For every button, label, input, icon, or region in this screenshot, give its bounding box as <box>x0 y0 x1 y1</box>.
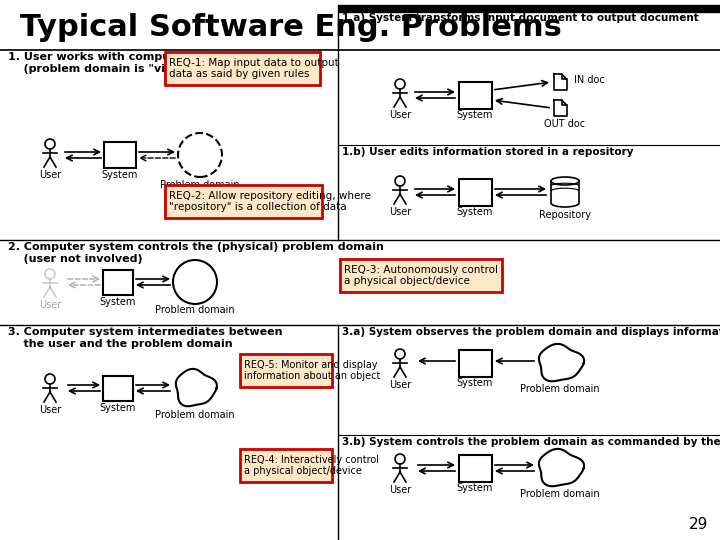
Text: IN doc: IN doc <box>574 75 605 85</box>
FancyBboxPatch shape <box>165 52 320 85</box>
Text: OUT doc: OUT doc <box>544 119 585 129</box>
Text: 3.b) System controls the problem domain as commanded by the user: 3.b) System controls the problem domain … <box>342 437 720 447</box>
Text: REQ-2: Allow repository editing, where
"repository" is a collection of data: REQ-2: Allow repository editing, where "… <box>169 191 371 212</box>
Text: User: User <box>389 380 411 390</box>
Text: Problem domain: Problem domain <box>156 305 235 315</box>
Text: REQ-4: Interactively control
a physical object/device: REQ-4: Interactively control a physical … <box>244 455 379 476</box>
Text: REQ-1: Map input data to output
data as said by given rules: REQ-1: Map input data to output data as … <box>169 58 338 79</box>
Bar <box>103 375 133 401</box>
Bar <box>104 142 136 168</box>
Text: User: User <box>39 170 61 180</box>
Text: System: System <box>456 207 493 217</box>
Bar <box>459 179 492 206</box>
Bar <box>103 269 133 294</box>
Text: Problem domain: Problem domain <box>160 180 240 190</box>
Text: REQ-5: Monitor and display
information about an object: REQ-5: Monitor and display information a… <box>244 360 380 381</box>
Text: System: System <box>456 378 493 388</box>
Text: User: User <box>389 207 411 217</box>
Text: User: User <box>389 485 411 495</box>
Text: User: User <box>39 405 61 415</box>
Text: System: System <box>100 403 136 413</box>
Text: Problem domain: Problem domain <box>156 410 235 420</box>
FancyBboxPatch shape <box>340 259 502 292</box>
Text: Typical Software Eng. Problems: Typical Software Eng. Problems <box>20 13 562 42</box>
Text: 3.a) System observes the problem domain and displays information: 3.a) System observes the problem domain … <box>342 327 720 337</box>
Text: REQ-3: Autonomously control
a physical object/device: REQ-3: Autonomously control a physical o… <box>344 265 498 286</box>
FancyBboxPatch shape <box>240 449 332 482</box>
Text: 1.b) User edits information stored in a repository: 1.b) User edits information stored in a … <box>342 147 634 157</box>
Bar <box>459 455 492 482</box>
Text: User: User <box>389 110 411 120</box>
FancyBboxPatch shape <box>165 185 322 218</box>
Text: Repository: Repository <box>539 210 591 220</box>
Text: 2. Computer system controls the (physical) problem domain
    (user not involved: 2. Computer system controls the (physica… <box>8 242 384 264</box>
FancyBboxPatch shape <box>240 354 332 387</box>
Text: 29: 29 <box>688 517 708 532</box>
Text: 1. User works with computer system
    (problem domain is "virtual", not physica: 1. User works with computer system (prob… <box>8 52 289 73</box>
Bar <box>459 349 492 376</box>
Text: System: System <box>102 170 138 180</box>
Text: Problem domain: Problem domain <box>520 384 600 394</box>
Text: 3. Computer system intermediates between
    the user and the problem domain: 3. Computer system intermediates between… <box>8 327 282 349</box>
Text: System: System <box>100 297 136 307</box>
Text: 1.a) System transforms input document to output document: 1.a) System transforms input document to… <box>342 13 698 23</box>
Bar <box>459 82 492 109</box>
Text: Problem domain: Problem domain <box>520 489 600 499</box>
Text: User: User <box>39 300 61 310</box>
Text: System: System <box>456 110 493 120</box>
Text: System: System <box>456 483 493 493</box>
